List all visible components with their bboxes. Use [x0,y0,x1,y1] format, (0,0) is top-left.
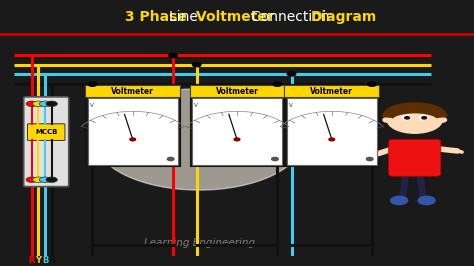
Circle shape [88,82,97,86]
Circle shape [366,157,373,161]
Bar [190,85,284,97]
Text: Diagram: Diagram [310,10,377,24]
Circle shape [391,196,408,205]
Circle shape [26,101,37,107]
Circle shape [46,101,57,107]
Text: Learning Engineering: Learning Engineering [144,238,255,248]
Circle shape [402,115,410,120]
Text: V: V [289,103,293,108]
FancyBboxPatch shape [389,139,441,176]
Circle shape [39,101,51,107]
Text: V: V [194,103,198,108]
Bar [85,85,180,97]
Circle shape [33,101,44,107]
Circle shape [437,118,447,122]
Circle shape [95,89,303,190]
Text: Line: Line [169,10,202,24]
Circle shape [234,138,240,141]
Circle shape [33,177,44,182]
Circle shape [192,63,201,67]
Text: 3 Phase: 3 Phase [125,10,192,24]
Bar [88,98,178,165]
Circle shape [329,138,335,141]
Text: Y: Y [36,256,41,265]
Circle shape [130,138,136,141]
Bar [85,84,180,166]
Text: N: N [48,256,55,265]
Circle shape [419,115,428,120]
Text: Voltmeter: Voltmeter [111,87,154,96]
Circle shape [273,82,282,86]
Circle shape [368,82,376,86]
Text: Connection: Connection [251,10,334,24]
Circle shape [405,117,410,119]
Text: Voltmeter: Voltmeter [196,10,279,24]
Text: Voltmeter: Voltmeter [216,87,258,96]
Text: MCCB: MCCB [35,129,57,135]
Circle shape [39,177,51,182]
Circle shape [387,107,442,133]
FancyBboxPatch shape [27,124,65,140]
Text: V: V [90,103,94,108]
Circle shape [287,72,296,76]
Bar [192,98,282,165]
Bar [287,98,377,165]
Circle shape [418,196,435,205]
Circle shape [46,177,57,182]
Circle shape [26,177,37,182]
Text: R: R [28,256,35,265]
Circle shape [272,157,278,161]
Bar [284,84,379,166]
Circle shape [422,117,427,119]
FancyBboxPatch shape [24,97,69,187]
Text: Voltmeter: Voltmeter [310,87,353,96]
Bar [284,85,379,97]
Text: B: B [42,256,48,265]
Circle shape [169,53,177,57]
Bar [190,84,284,166]
Circle shape [383,118,392,122]
Circle shape [167,157,174,161]
